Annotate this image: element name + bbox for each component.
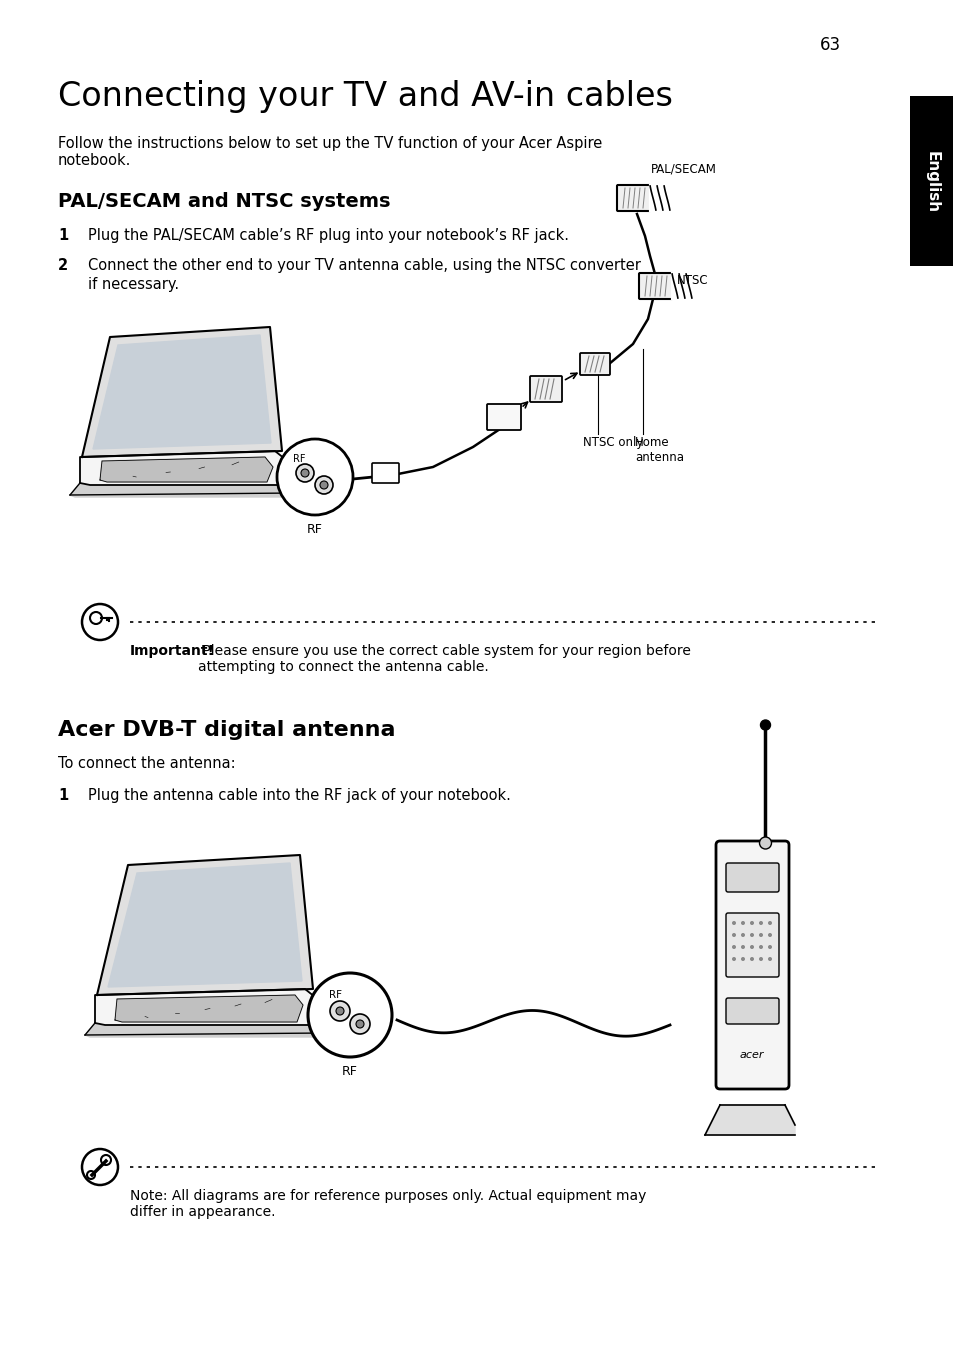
Text: Plug the PAL/SECAM cable’s RF plug into your notebook’s RF jack.: Plug the PAL/SECAM cable’s RF plug into … [88,229,568,244]
Text: NTSC only: NTSC only [582,435,642,449]
Circle shape [749,921,753,925]
Text: PAL/SECAM: PAL/SECAM [650,163,716,177]
Text: PAL/SECAM and NTSC systems: PAL/SECAM and NTSC systems [58,192,390,211]
Circle shape [355,1020,364,1028]
Circle shape [740,945,744,949]
Polygon shape [115,995,303,1023]
Circle shape [749,934,753,936]
Circle shape [335,1008,344,1014]
Circle shape [301,470,309,476]
Text: Important!: Important! [130,643,214,658]
Text: Acer DVB-T digital antenna: Acer DVB-T digital antenna [58,720,395,741]
Polygon shape [704,1105,794,1135]
Polygon shape [70,483,294,497]
Circle shape [731,957,735,961]
Circle shape [759,921,762,925]
FancyBboxPatch shape [639,272,672,298]
Circle shape [759,934,762,936]
Circle shape [82,1149,118,1186]
Text: 1: 1 [58,789,69,804]
Text: English: English [923,151,939,214]
Text: RF: RF [329,990,342,999]
Text: Connecting your TV and AV-in cables: Connecting your TV and AV-in cables [58,79,672,114]
Circle shape [308,973,392,1057]
Polygon shape [85,1023,325,1036]
Text: RF: RF [307,523,323,537]
Circle shape [731,945,735,949]
FancyBboxPatch shape [486,404,520,430]
Circle shape [759,957,762,961]
Circle shape [740,934,744,936]
Text: 1: 1 [58,229,69,244]
FancyBboxPatch shape [716,841,788,1088]
Circle shape [760,720,770,730]
Text: Plug the antenna cable into the RF jack of your notebook.: Plug the antenna cable into the RF jack … [88,789,511,804]
Circle shape [767,957,771,961]
Text: 2: 2 [58,257,68,272]
Circle shape [731,934,735,936]
FancyBboxPatch shape [530,376,561,402]
Circle shape [767,934,771,936]
FancyBboxPatch shape [725,862,779,893]
Text: if necessary.: if necessary. [88,277,179,292]
Text: RF: RF [342,1065,357,1077]
Circle shape [314,476,333,494]
FancyBboxPatch shape [579,353,609,375]
Circle shape [330,1001,350,1021]
Circle shape [759,945,762,949]
Polygon shape [80,450,285,485]
Circle shape [749,957,753,961]
Polygon shape [100,457,273,482]
Text: Home
antenna: Home antenna [635,435,683,464]
Circle shape [319,481,328,489]
Polygon shape [82,327,282,457]
Polygon shape [92,335,271,449]
Polygon shape [97,856,313,995]
Circle shape [749,945,753,949]
Circle shape [767,921,771,925]
Text: RF: RF [293,455,305,464]
Bar [909,96,953,266]
Text: Connect the other end to your TV antenna cable, using the NTSC converter: Connect the other end to your TV antenna… [88,257,640,272]
Text: acer: acer [739,1050,763,1060]
Circle shape [740,921,744,925]
Circle shape [295,464,314,482]
Text: Follow the instructions below to set up the TV function of your Acer Aspire
note: Follow the instructions below to set up … [58,136,601,168]
Circle shape [350,1014,370,1034]
Polygon shape [108,862,302,987]
Text: Note: All diagrams are for reference purposes only. Actual equipment may
differ : Note: All diagrams are for reference pur… [130,1190,646,1220]
Text: NTSC: NTSC [677,274,708,287]
Text: Please ensure you use the correct cable system for your region before
attempting: Please ensure you use the correct cable … [198,643,690,674]
FancyBboxPatch shape [617,185,650,211]
Circle shape [759,836,771,849]
Text: 63: 63 [820,36,841,53]
FancyBboxPatch shape [725,998,779,1024]
Circle shape [276,439,353,515]
FancyBboxPatch shape [725,913,779,977]
Circle shape [740,957,744,961]
FancyBboxPatch shape [372,463,398,483]
Text: To connect the antenna:: To connect the antenna: [58,756,235,771]
Circle shape [82,604,118,639]
Polygon shape [95,988,314,1025]
Circle shape [731,921,735,925]
Circle shape [767,945,771,949]
